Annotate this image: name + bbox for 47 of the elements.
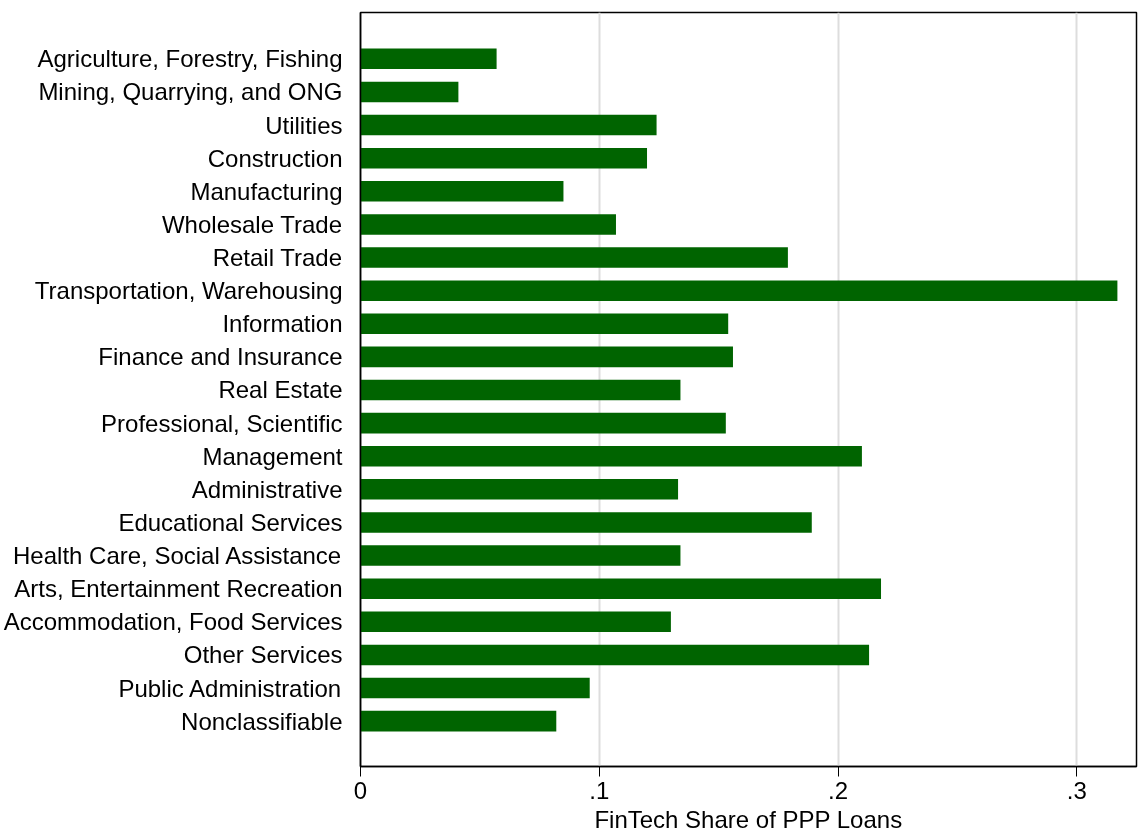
y-tick-label: Finance and Insurance — [98, 343, 343, 371]
y-tick-label: Real Estate — [218, 376, 343, 404]
bar — [360, 578, 882, 599]
y-tick-label: Manufacturing — [190, 177, 343, 205]
x-tick-label: .3 — [1066, 776, 1087, 804]
y-tick-label: Educational Services — [118, 508, 343, 536]
y-tick-label: Information — [222, 310, 343, 338]
bar — [360, 412, 726, 434]
bar — [360, 545, 681, 566]
y-tick-label: Arts, Entertainment Recreation — [14, 575, 343, 603]
y-tick-label: Other Services — [183, 641, 343, 669]
bar — [360, 346, 733, 368]
y-tick-label: Management — [202, 442, 343, 470]
y-tick-label: Construction — [207, 144, 343, 172]
y-tick-label: Agriculture, Forestry, Fishing — [37, 45, 343, 73]
x-tick-label: .1 — [589, 776, 610, 804]
y-tick-label: Public Administration — [118, 674, 342, 702]
y-tick-label: Mining, Quarrying, and ONG — [38, 78, 343, 106]
y-tick-label: Professional, Scientific — [101, 409, 343, 437]
bar — [360, 445, 862, 467]
x-axis-title: FinTech Share of PPP Loans — [594, 805, 903, 833]
bar — [360, 181, 564, 202]
bar — [360, 214, 616, 235]
y-tick-label: Accommodation, Food Services — [3, 608, 343, 636]
bar — [360, 147, 648, 169]
y-tick-label: Utilities — [265, 111, 343, 139]
y-tick-label: Administrative — [191, 475, 343, 503]
bar — [360, 81, 459, 103]
y-tick-label: Transportation, Warehousing — [34, 277, 343, 305]
bar — [360, 247, 788, 268]
y-tick-label: Wholesale Trade — [161, 210, 343, 238]
bar — [360, 114, 657, 136]
bar — [360, 512, 812, 533]
y-tick-label: Retail Trade — [212, 244, 343, 272]
bar — [360, 280, 1118, 301]
bar — [360, 379, 681, 401]
y-tick-label: Nonclassifiable — [181, 707, 343, 735]
x-tick-label: .2 — [828, 776, 849, 804]
bar — [360, 479, 679, 500]
x-tick-label: 0 — [353, 776, 368, 804]
bar — [360, 313, 729, 335]
bar — [360, 677, 590, 699]
bar — [360, 710, 557, 732]
bar — [360, 644, 870, 666]
bar — [360, 611, 671, 633]
y-tick-label: Health Care, Social Assistance — [13, 542, 342, 570]
bar — [360, 48, 497, 70]
